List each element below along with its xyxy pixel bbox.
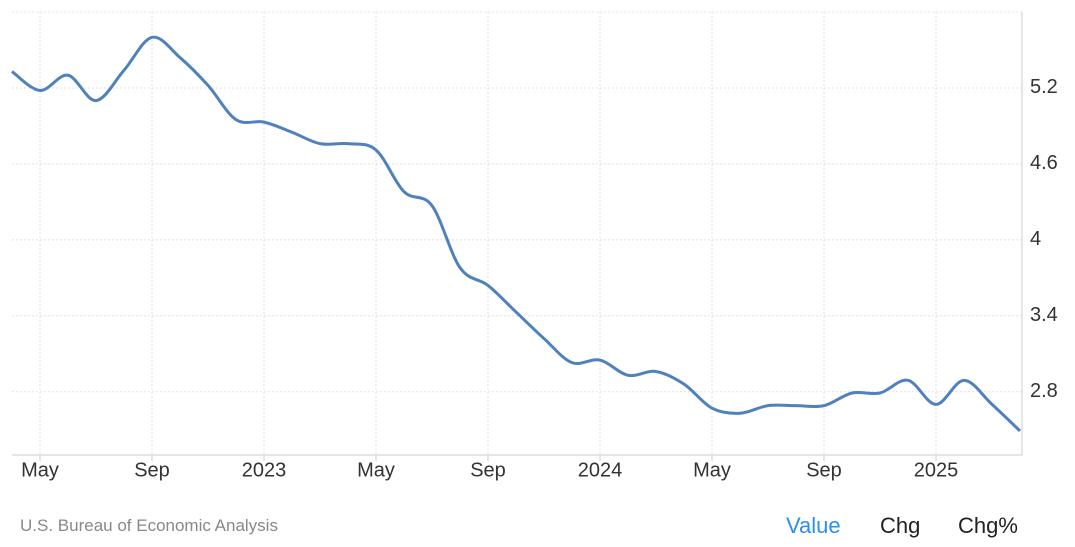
- y-tick-label: 5.2: [1030, 76, 1058, 98]
- y-tick-label: 4.6: [1030, 152, 1058, 174]
- y-tick-label: 4: [1030, 228, 1041, 250]
- x-tick-label: May: [357, 459, 395, 481]
- x-tick-label: May: [693, 459, 731, 481]
- x-tick-label: Sep: [806, 459, 842, 481]
- y-tick-label: 2.8: [1030, 380, 1058, 402]
- tab[interactable]: Chg%: [958, 513, 1018, 538]
- chart: 2.8 3.4 4 4.6 5.2 May Sep 2023 May Sep 2024 May Sep 2…: [11, 11, 1058, 481]
- source: U.S. Bureau of Economic Analysis: [20, 516, 278, 535]
- x-tick-label: 2025: [914, 459, 959, 481]
- tab[interactable]: Value: [786, 513, 841, 538]
- data-line: [11, 35, 1022, 433]
- y-tick-label: 3.4: [1030, 304, 1058, 326]
- x-tick-label: 2023: [242, 459, 287, 481]
- tab[interactable]: Chg: [880, 513, 921, 538]
- x-tick-label: Sep: [470, 459, 506, 481]
- x-tick-label: Sep: [134, 459, 170, 481]
- x-tick-label: May: [21, 459, 59, 481]
- x-tick-label: 2024: [578, 459, 623, 481]
